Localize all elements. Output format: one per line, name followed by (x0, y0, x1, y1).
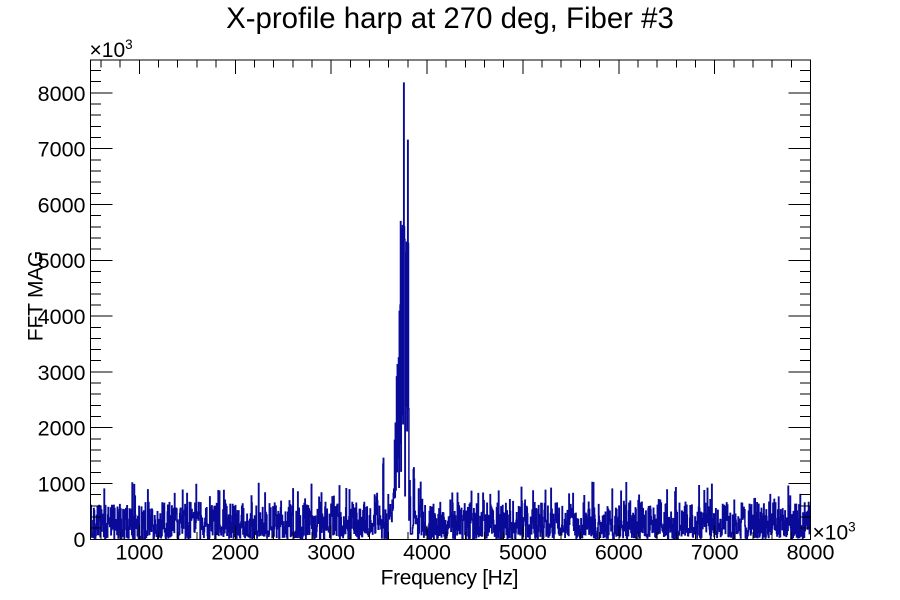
svg-text:×103: ×103 (813, 519, 856, 544)
svg-text:×103: ×103 (90, 37, 133, 62)
svg-text:1000: 1000 (38, 472, 86, 496)
svg-text:4000: 4000 (403, 541, 451, 565)
svg-text:5000: 5000 (38, 249, 86, 273)
svg-text:X-profile harp at 270 deg, Fib: X-profile harp at 270 deg, Fiber #3 (226, 2, 674, 35)
svg-text:8000: 8000 (787, 541, 835, 565)
svg-text:4000: 4000 (38, 305, 86, 329)
svg-text:7000: 7000 (38, 138, 86, 162)
svg-text:Frequency [Hz]: Frequency [Hz] (381, 567, 519, 590)
svg-text:FFT MAG: FFT MAG (25, 251, 48, 341)
svg-text:7000: 7000 (691, 541, 739, 565)
svg-text:6000: 6000 (38, 193, 86, 217)
svg-text:1000: 1000 (115, 541, 163, 565)
svg-text:8000: 8000 (38, 82, 86, 106)
svg-text:0: 0 (74, 528, 86, 552)
svg-text:2000: 2000 (211, 541, 259, 565)
svg-text:3000: 3000 (307, 541, 355, 565)
svg-text:2000: 2000 (38, 417, 86, 441)
svg-text:6000: 6000 (595, 541, 643, 565)
svg-text:5000: 5000 (499, 541, 547, 565)
svg-text:3000: 3000 (38, 361, 86, 385)
